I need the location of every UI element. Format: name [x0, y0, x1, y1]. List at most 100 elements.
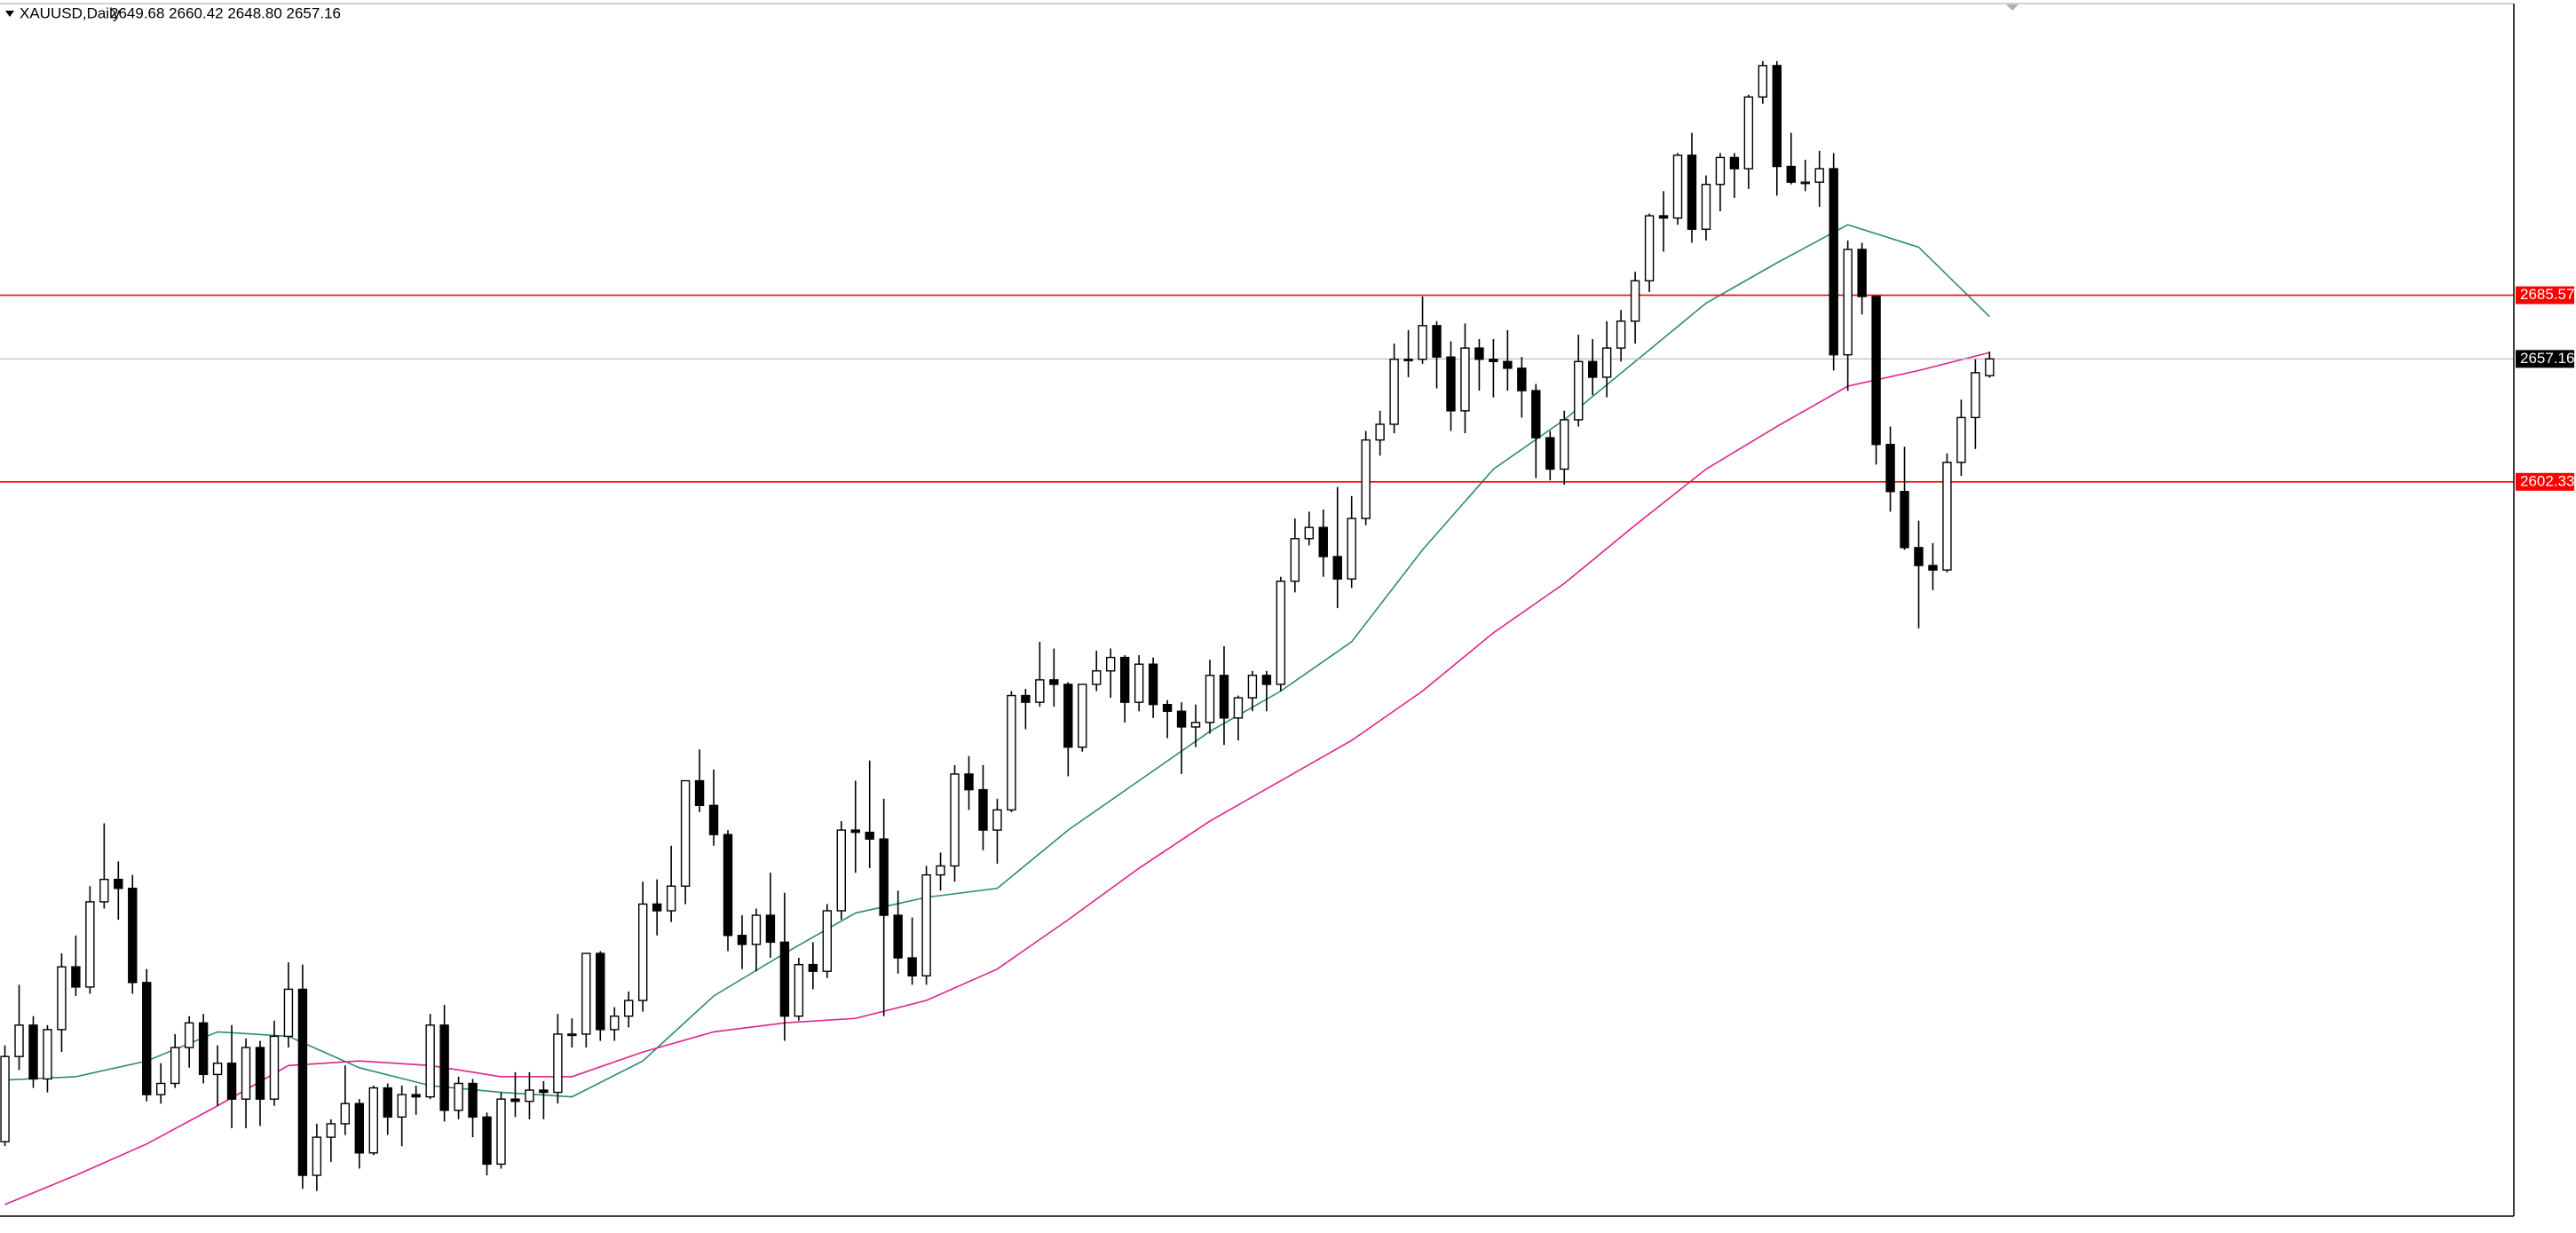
- candle-body: [1758, 65, 1768, 98]
- candle-body: [57, 966, 67, 1031]
- candle-body: [411, 1094, 421, 1098]
- candle-body: [836, 829, 846, 912]
- candle-body: [1687, 154, 1697, 230]
- candle-body: [1772, 65, 1782, 168]
- candle-body: [652, 903, 662, 912]
- header-ohlc: 2649.68 2660.42 2648.80 2657.16: [110, 4, 341, 21]
- candle-body: [808, 963, 818, 972]
- candle-body: [1942, 462, 1952, 571]
- candle-body: [43, 1029, 52, 1080]
- candle-body: [1078, 684, 1087, 748]
- candle-body: [1375, 423, 1385, 441]
- candle-body: [1007, 694, 1016, 811]
- candle-body: [1063, 684, 1073, 748]
- candle-body: [85, 901, 95, 988]
- candle-body: [1106, 656, 1116, 672]
- candle-body: [425, 1024, 435, 1098]
- candle-body: [1503, 360, 1513, 369]
- candle-body: [1021, 694, 1031, 703]
- candle-body: [226, 1063, 237, 1100]
- candle-body: [1601, 347, 1612, 378]
- candle-body: [198, 1022, 209, 1076]
- candle-body: [397, 1094, 407, 1118]
- candle-body: [610, 1016, 620, 1031]
- candle-body: [765, 914, 776, 944]
- axes: 2685.57 2602.33 2657.16: [2516, 286, 2574, 491]
- candle-body: [779, 941, 790, 1017]
- candle-body: [1403, 359, 1413, 361]
- chart-shift-marker: [2006, 4, 2019, 11]
- candle-body: [525, 1089, 534, 1103]
- candle-body: [850, 829, 860, 834]
- candle-body: [964, 773, 974, 791]
- candle-body: [624, 1000, 634, 1017]
- candle-body: [439, 1024, 449, 1111]
- candle-body: [241, 1047, 251, 1100]
- header-menu-icon: [5, 11, 14, 17]
- candle-body: [680, 779, 691, 887]
- candle-body: [666, 885, 676, 912]
- candle-body: [1743, 96, 1754, 170]
- candle-body: [865, 831, 874, 840]
- candle-body: [723, 834, 733, 937]
- candle-body: [638, 903, 648, 1001]
- candle-body: [297, 988, 308, 1176]
- candle-body: [1460, 347, 1470, 412]
- candle-body: [326, 1123, 336, 1138]
- candle-body: [1276, 581, 1286, 685]
- candle-body: [1332, 556, 1342, 580]
- candle-body: [1049, 679, 1059, 685]
- candle-body: [212, 1063, 223, 1076]
- candle-body: [1971, 372, 1980, 419]
- candle-body: [950, 773, 960, 867]
- candle-body: [128, 888, 138, 984]
- candle-body: [978, 788, 988, 831]
- candle-body: [1729, 156, 1740, 170]
- candle-body: [893, 914, 903, 959]
- candle-body: [1956, 416, 1966, 463]
- moving-average-line: [4, 352, 1990, 1205]
- candle-body: [1247, 675, 1258, 699]
- candle-body: [1134, 663, 1144, 703]
- candle-body: [1871, 296, 1881, 446]
- candle-body: [1517, 368, 1527, 391]
- candle-body: [184, 1022, 194, 1048]
- candle-body: [1545, 437, 1555, 470]
- symbol-title: XAUUSD,Daily: [20, 4, 121, 21]
- candle-body: [907, 957, 917, 976]
- candle-body: [737, 935, 747, 945]
- candle-body: [936, 865, 945, 876]
- candle-body: [170, 1047, 180, 1085]
- candle-body: [581, 952, 591, 1035]
- candle-body: [510, 1098, 520, 1103]
- level-price-label: 2602.33: [2520, 472, 2574, 489]
- candle-body: [156, 1082, 166, 1095]
- candle-body: [1205, 675, 1215, 723]
- candle-body: [1587, 360, 1598, 378]
- candle-body: [283, 988, 294, 1038]
- candle-body: [1190, 722, 1201, 728]
- candle-body: [751, 914, 762, 945]
- candle-body: [1616, 320, 1626, 349]
- candle-body: [312, 1136, 322, 1176]
- plot-area: [0, 60, 2514, 1205]
- candle-body: [1389, 359, 1399, 425]
- candle-body: [1560, 419, 1569, 470]
- candle-body: [1446, 356, 1456, 412]
- candle-body: [114, 878, 123, 889]
- candle-body: [1658, 215, 1669, 219]
- candle-body: [71, 966, 81, 988]
- candle-body: [1304, 526, 1314, 540]
- candle-body: [1233, 697, 1244, 719]
- candle-body: [539, 1089, 549, 1094]
- candle-body: [1119, 656, 1130, 703]
- candle-body: [142, 982, 152, 1095]
- candle-body: [1347, 518, 1356, 580]
- candle-body: [1800, 181, 1810, 185]
- candle-body: [1290, 538, 1300, 582]
- candle-body: [468, 1082, 478, 1118]
- candle-body: [1261, 675, 1272, 685]
- candle-body: [1035, 679, 1045, 703]
- candle-body: [255, 1047, 265, 1100]
